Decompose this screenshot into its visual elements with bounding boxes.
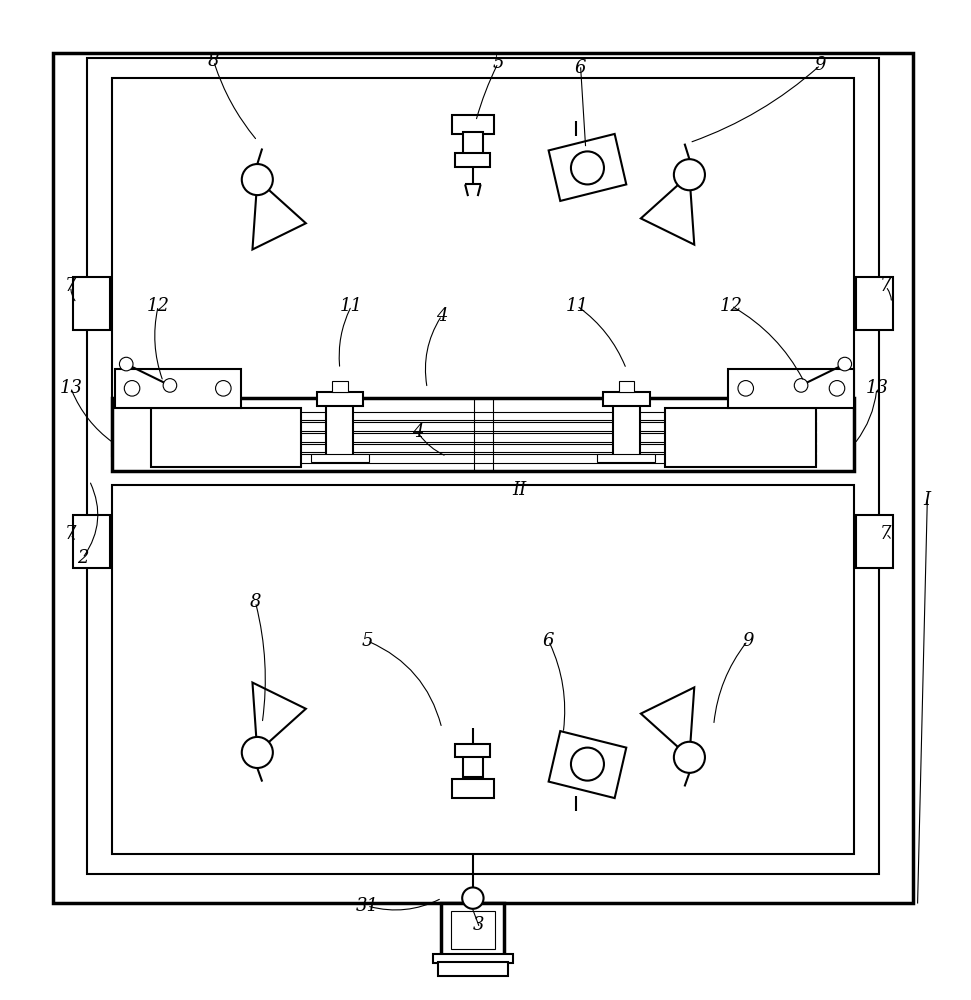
Text: 5: 5 [492, 54, 504, 72]
Bar [463, 132, 483, 155]
Text: 4: 4 [412, 423, 423, 441]
Bar [112, 485, 854, 854]
Circle shape [163, 379, 177, 392]
Circle shape [462, 887, 484, 909]
Text: 9: 9 [742, 632, 753, 650]
Bar [332, 381, 348, 392]
Bar [597, 454, 655, 462]
Circle shape [674, 742, 705, 773]
Text: 9: 9 [815, 56, 826, 74]
Text: 12: 12 [720, 297, 743, 315]
Text: 8: 8 [208, 52, 219, 70]
Text: 11: 11 [340, 297, 363, 315]
Bar [87, 58, 879, 874]
Bar [73, 277, 110, 330]
Bar [151, 444, 816, 452]
Bar [53, 53, 913, 903]
Bar [619, 381, 634, 392]
Bar [442, 903, 505, 956]
Bar [455, 744, 490, 757]
Bar [151, 408, 301, 467]
Bar [73, 515, 110, 568]
Circle shape [838, 357, 852, 371]
Text: II: II [513, 481, 526, 499]
Text: 12: 12 [147, 297, 170, 315]
Bar [665, 408, 816, 467]
Text: 6: 6 [543, 632, 554, 650]
Text: 8: 8 [250, 593, 261, 611]
Circle shape [242, 164, 273, 195]
Bar [115, 369, 241, 408]
Text: 13: 13 [865, 379, 888, 397]
Bar [728, 369, 854, 408]
Bar [452, 779, 494, 798]
Bar [112, 78, 854, 456]
Bar [455, 153, 490, 167]
Circle shape [216, 381, 231, 396]
Circle shape [794, 379, 808, 392]
Text: 7: 7 [65, 277, 77, 295]
Bar [603, 392, 650, 406]
Bar [151, 454, 816, 463]
Bar [433, 954, 513, 963]
Text: 13: 13 [59, 379, 83, 397]
Text: 7: 7 [880, 525, 891, 543]
Circle shape [124, 381, 140, 396]
Bar [856, 277, 893, 330]
Circle shape [119, 357, 133, 371]
Bar [317, 392, 363, 406]
Bar [463, 753, 483, 777]
Bar [151, 433, 816, 442]
Bar [151, 412, 816, 420]
Bar [112, 398, 854, 471]
Text: 7: 7 [880, 277, 891, 295]
Text: 5: 5 [361, 632, 373, 650]
Text: 3: 3 [473, 916, 485, 934]
Bar [452, 115, 494, 134]
Circle shape [829, 381, 845, 396]
Circle shape [674, 159, 705, 190]
Text: I: I [923, 491, 931, 509]
Text: 6: 6 [575, 59, 586, 77]
Text: 31: 31 [355, 897, 379, 915]
Circle shape [571, 151, 604, 184]
Text: 7: 7 [65, 525, 77, 543]
Text: 11: 11 [565, 297, 588, 315]
Bar [613, 403, 640, 456]
Circle shape [738, 381, 753, 396]
Bar [151, 422, 816, 431]
Bar [438, 962, 508, 976]
Bar [311, 454, 369, 462]
Text: 4: 4 [436, 307, 448, 325]
Bar [856, 515, 893, 568]
Bar [326, 403, 353, 456]
Circle shape [571, 748, 604, 781]
Text: 2: 2 [77, 549, 88, 567]
Circle shape [242, 737, 273, 768]
Bar [452, 911, 495, 949]
